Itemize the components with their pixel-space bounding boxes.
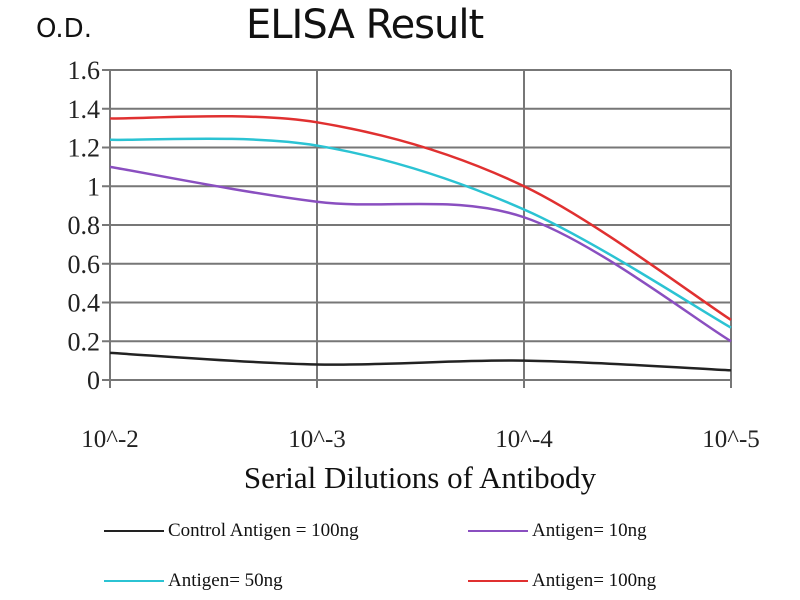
legend-label: Control Antigen = 100ng bbox=[168, 520, 359, 541]
y-tick-label: 0.6 bbox=[68, 250, 101, 279]
y-tick-label: 1.2 bbox=[68, 134, 101, 163]
legend-item-100ng: Antigen= 100ng bbox=[468, 570, 656, 592]
legend-swatch bbox=[468, 580, 528, 582]
legend-swatch bbox=[468, 530, 528, 532]
x-tick-label: 10^-2 bbox=[81, 426, 139, 453]
x-tick-label: 10^-3 bbox=[288, 426, 346, 453]
series-line-0 bbox=[109, 351, 732, 372]
legend-label: Antigen= 10ng bbox=[532, 520, 647, 541]
x-tick-label: 10^-4 bbox=[495, 426, 553, 453]
legend-item-10ng: Antigen= 10ng bbox=[468, 520, 647, 542]
y-tick-label: 0 bbox=[87, 366, 100, 395]
legend-item-50ng: Antigen= 50ng bbox=[104, 570, 283, 592]
legend-swatch bbox=[104, 580, 164, 582]
series-line-1 bbox=[109, 165, 732, 343]
y-tick-label: 0.2 bbox=[68, 327, 101, 356]
x-axis-label: Serial Dilutions of Antibody bbox=[243, 460, 597, 495]
y-tick-label: 1.4 bbox=[68, 95, 101, 124]
legend-swatch bbox=[104, 530, 164, 532]
series-line-2 bbox=[109, 137, 732, 329]
y-axis-label: O.D. bbox=[36, 14, 92, 44]
y-tick-label: 1.6 bbox=[68, 56, 101, 85]
legend-label: Antigen= 50ng bbox=[168, 570, 283, 591]
y-tick-label: 0.4 bbox=[68, 289, 101, 318]
y-tick-label: 0.8 bbox=[68, 211, 101, 240]
y-tick-label: 1 bbox=[87, 172, 100, 201]
chart-title: ELISA Result bbox=[246, 2, 484, 48]
series-line-3 bbox=[109, 115, 732, 321]
legend-item-control: Control Antigen = 100ng bbox=[104, 520, 359, 542]
x-tick-label: 10^-5 bbox=[702, 426, 760, 453]
legend-label: Antigen= 100ng bbox=[532, 570, 657, 591]
